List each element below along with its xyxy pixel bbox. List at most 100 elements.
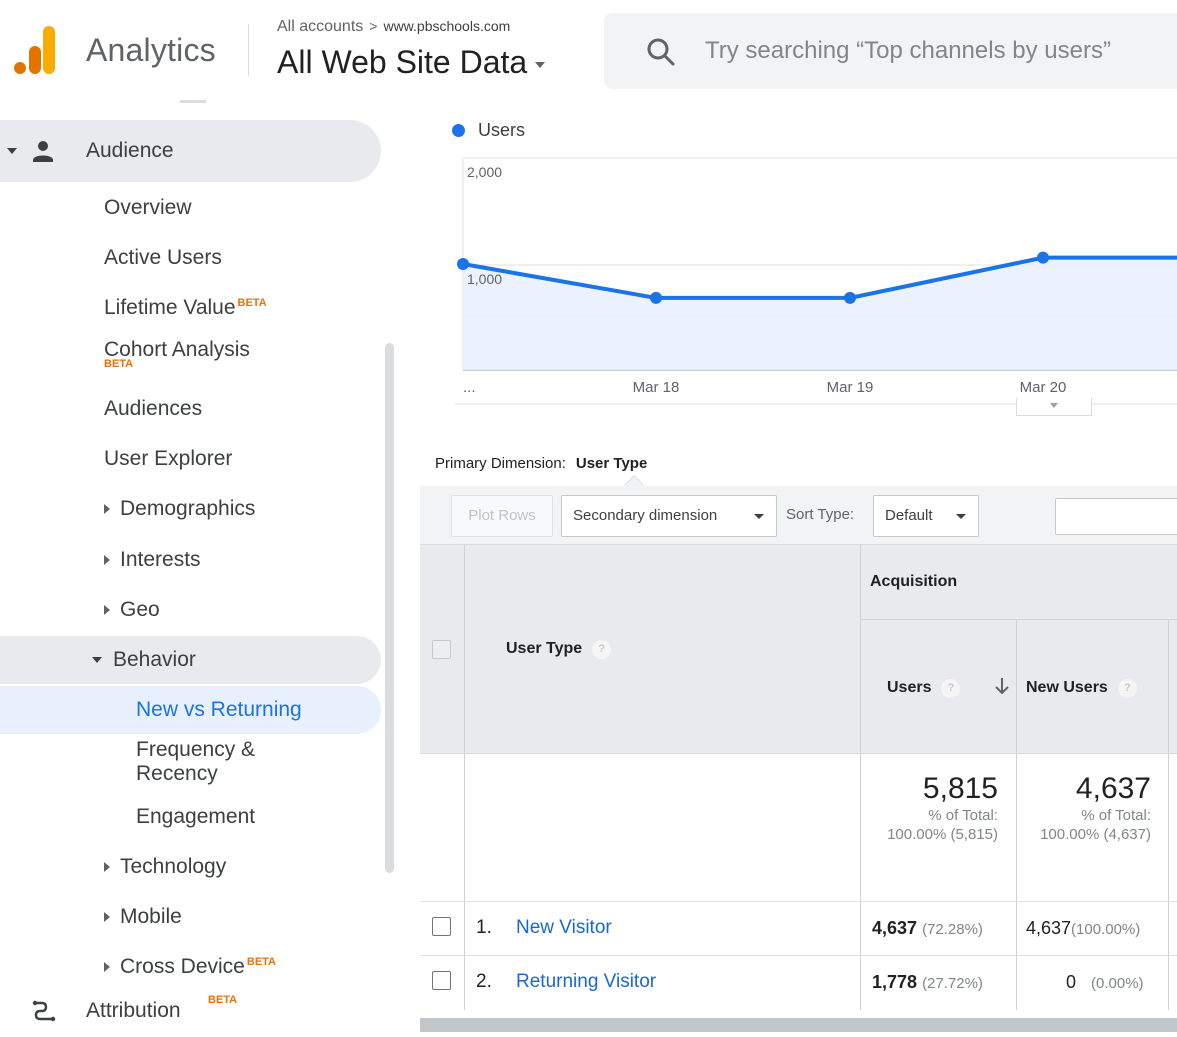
column-header-new-users[interactable]: New Users? [1026, 679, 1137, 698]
data-point[interactable] [1037, 251, 1049, 264]
caret-down-icon [956, 514, 966, 519]
collapse-icon [7, 148, 17, 154]
nav-scrollbar[interactable] [385, 343, 394, 873]
cell-value: 4,637 [1026, 918, 1072, 938]
nav-section-audience[interactable]: Audience [0, 120, 381, 182]
app-header: Analytics All accounts > www.pbschools.com… [0, 0, 1177, 100]
help-icon[interactable]: ? [941, 679, 961, 698]
sort-type-dropdown[interactable]: Default [873, 495, 979, 537]
row-checkbox[interactable] [432, 917, 451, 936]
cell-value: 1,778 [872, 972, 918, 992]
nav-item-geo[interactable]: Geo [104, 598, 160, 622]
plot-rows-button[interactable]: Plot Rows [451, 495, 553, 537]
column-divider [860, 754, 861, 902]
nav-item-label: Mobile [120, 905, 182, 928]
legend-dot-icon [452, 124, 465, 137]
search-placeholder: Try searching “Top channels by users” [705, 37, 1111, 64]
column-header-users[interactable]: Users? [887, 679, 961, 698]
nav-item-user-explorer[interactable]: User Explorer [104, 447, 232, 471]
column-header-user-type[interactable]: User Type? [506, 640, 612, 659]
nav-item-label: Frequency & [136, 738, 256, 761]
person-icon [33, 141, 53, 162]
total-pct: 100.00% (4,637) [1040, 826, 1151, 843]
caret-down-icon [754, 514, 764, 519]
nav-item-label: Lifetime Value [104, 296, 236, 319]
sort-descending-icon[interactable] [995, 677, 1009, 695]
left-nav: Audience Overview Active Users Lifetime … [0, 100, 420, 1037]
nav-item-lifetime-value[interactable]: Lifetime Value BETA [104, 296, 267, 320]
nav-section-attribution[interactable]: Attribution BETA [0, 992, 381, 1036]
search-icon [647, 38, 675, 66]
horizontal-scrollbar[interactable] [420, 1018, 1177, 1032]
column-header-label: User Type [506, 640, 583, 657]
nav-item-label: New vs Returning [136, 698, 302, 721]
row-users: 4,637 (72.28%) [872, 918, 983, 939]
nav-item-behavior[interactable]: Behavior [0, 636, 381, 684]
breadcrumb-property[interactable]: www.pbschools.com [383, 18, 511, 34]
nav-item-label: Audiences [104, 397, 203, 420]
nav-item-cohort-analysis[interactable]: Cohort Analysis BETA [104, 338, 250, 370]
column-divider [464, 545, 465, 754]
breadcrumb-account[interactable]: All accounts [277, 18, 364, 35]
dropdown-label: Secondary dimension [573, 507, 718, 524]
row-dimension-link[interactable]: Returning Visitor [516, 971, 657, 992]
table-row: 2. Returning Visitor 1,778 (27.72%) 0 (0… [420, 955, 1177, 1010]
chart-expand-handle[interactable] [1016, 398, 1092, 416]
data-point[interactable] [650, 291, 662, 304]
nav-scroll-marker [180, 100, 206, 103]
legend-label: Users [478, 120, 526, 140]
column-divider [464, 956, 465, 1010]
nav-item-label: User Explorer [104, 447, 233, 470]
expand-icon [104, 962, 110, 973]
primary-dimension-value[interactable]: User Type [575, 455, 648, 472]
data-point[interactable] [844, 291, 856, 304]
row-checkbox[interactable] [432, 971, 451, 990]
secondary-dimension-dropdown[interactable]: Secondary dimension [561, 495, 777, 537]
column-divider [464, 902, 465, 956]
column-divider [1016, 956, 1017, 1010]
nav-item-audiences[interactable]: Audiences [104, 397, 202, 421]
nav-item-label: Recency [136, 762, 218, 785]
column-divider [464, 754, 465, 902]
x-tick: Mar 20 [1020, 379, 1067, 396]
analytics-logo-icon[interactable] [14, 26, 58, 74]
breadcrumb: All accounts > www.pbschools.com [277, 18, 510, 36]
nav-item-label: Overview [104, 196, 192, 219]
nav-item-overview[interactable]: Overview [104, 196, 192, 220]
nav-item-cross-device[interactable]: Cross Device BETA [104, 955, 277, 979]
nav-item-active-users[interactable]: Active Users [104, 246, 222, 270]
nav-item-demographics[interactable]: Demographics [104, 497, 255, 521]
cell-value: 0 [1066, 972, 1077, 992]
x-tick: Mar 18 [633, 379, 680, 396]
help-icon[interactable]: ? [1117, 679, 1137, 698]
nav-item-mobile[interactable]: Mobile [104, 905, 182, 929]
nav-item-frequency-recency[interactable]: Frequency & Recency [136, 738, 255, 786]
table-row: 1. New Visitor 4,637 (72.28%) 4,637(100.… [420, 901, 1177, 956]
row-dimension-link[interactable]: New Visitor [516, 917, 612, 938]
expand-icon [104, 504, 110, 515]
beta-badge: BETA [208, 994, 238, 1006]
data-point[interactable] [457, 258, 469, 270]
beta-badge: BETA [104, 358, 134, 370]
cell-pct: (100.00%) [1071, 921, 1141, 938]
view-selector[interactable]: All Web Site Data [277, 44, 546, 81]
nav-item-interests[interactable]: Interests [104, 548, 201, 572]
nav-item-technology[interactable]: Technology [104, 855, 226, 879]
beta-badge: BETA [246, 956, 277, 968]
caret-down-icon [535, 61, 546, 68]
column-header-label: Users [887, 679, 932, 696]
chart-legend: Users [452, 120, 525, 141]
select-all-checkbox[interactable] [432, 640, 451, 659]
table-filter-input[interactable] [1055, 498, 1177, 535]
group-divider [860, 619, 1177, 620]
x-tick: Mar 19 [827, 379, 874, 396]
table-toolbar: Plot Rows Secondary dimension Sort Type:… [420, 486, 1177, 544]
nav-item-new-vs-returning[interactable]: New vs Returning [0, 686, 381, 734]
primary-dimension-label: Primary Dimension: [435, 455, 566, 472]
column-divider [1016, 619, 1017, 754]
search-bar[interactable]: Try searching “Top channels by users” [604, 13, 1177, 89]
total-pct-label: % of Total: [1081, 807, 1151, 824]
nav-item-engagement[interactable]: Engagement [136, 805, 255, 829]
collapse-icon [92, 657, 102, 663]
help-icon[interactable]: ? [592, 640, 612, 659]
